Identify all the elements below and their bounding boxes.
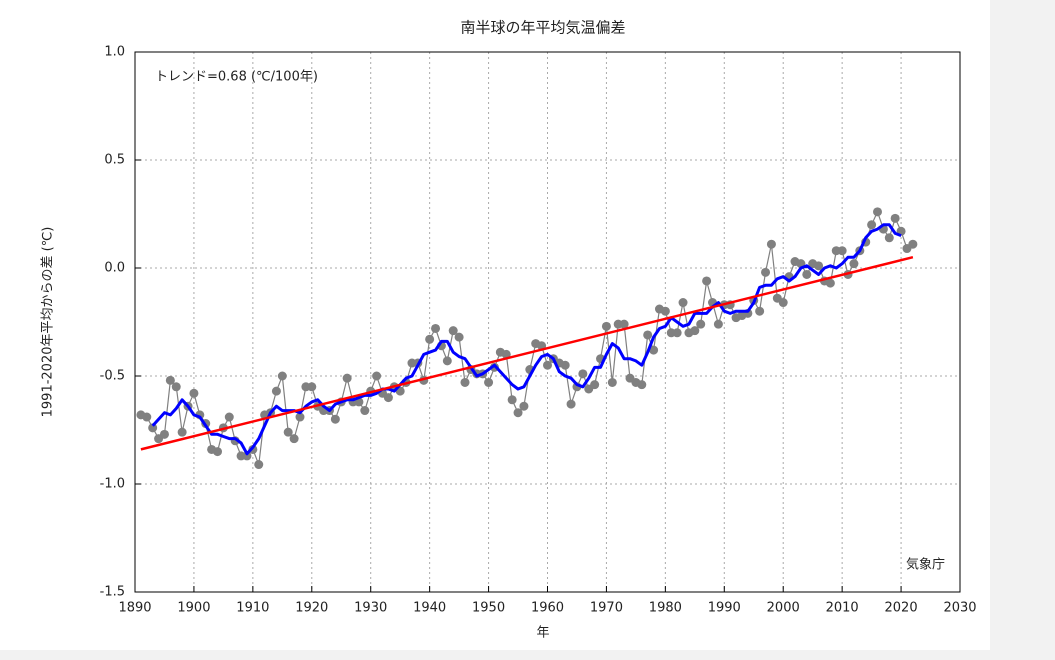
annual-point <box>142 412 152 422</box>
x-tick-label: 1920 <box>295 601 328 616</box>
annual-point <box>867 220 877 230</box>
annual-point <box>177 427 187 437</box>
annual-point <box>766 239 776 249</box>
annual-point <box>566 399 576 409</box>
x-tick-label: 1980 <box>649 601 682 616</box>
annual-point <box>442 356 452 366</box>
annual-point <box>448 326 458 336</box>
chart-title: 南半球の年平均気温偏差 <box>460 19 625 37</box>
x-tick-label: 1930 <box>354 601 387 616</box>
annual-point <box>189 388 199 398</box>
y-tick-label: -1.0 <box>100 477 125 492</box>
annual-point <box>873 207 882 217</box>
y-axis-label: 1991-2020年平均からの差 (℃) <box>41 227 56 418</box>
chart-background <box>0 0 990 650</box>
annual-point <box>713 319 723 329</box>
annual-point <box>690 326 700 336</box>
x-tick-label: 1940 <box>413 601 446 616</box>
running-mean-line <box>151 223 902 456</box>
annual-point <box>360 406 370 416</box>
annual-point <box>460 377 470 387</box>
annual-point <box>242 451 252 461</box>
annual-point <box>761 267 771 277</box>
annual-point <box>519 401 529 411</box>
annual-point <box>678 298 688 308</box>
annual-point <box>702 276 712 286</box>
x-tick-label: 1890 <box>118 601 151 616</box>
annual-point <box>601 321 611 331</box>
annual-point <box>330 414 340 424</box>
annual-point <box>372 371 382 381</box>
y-tick-label: 1.0 <box>104 45 125 60</box>
annual-point <box>171 382 181 392</box>
annual-point <box>513 408 523 418</box>
trend-line <box>140 255 914 451</box>
annual-point <box>507 395 517 405</box>
annual-point <box>637 380 647 390</box>
annual-point <box>908 239 918 249</box>
y-tick-label: 0.5 <box>104 153 125 168</box>
annual-point <box>884 233 894 243</box>
x-tick-label: 1960 <box>531 601 564 616</box>
annual-point <box>755 306 765 316</box>
x-tick-label: 1910 <box>236 601 269 616</box>
annual-point <box>271 386 281 396</box>
annual-point <box>289 434 299 444</box>
annual-point <box>649 345 659 355</box>
annual-point <box>696 319 706 329</box>
annual-point <box>159 429 169 439</box>
x-tick-label: 1990 <box>708 601 741 616</box>
annual-point <box>672 328 682 338</box>
annual-point <box>425 334 435 344</box>
plot-frame <box>134 51 961 593</box>
annual-point <box>778 298 788 308</box>
x-tick-label: 2000 <box>767 601 800 616</box>
x-tick-label: 2010 <box>826 601 859 616</box>
annual-point <box>607 377 617 387</box>
annual-point <box>543 360 552 370</box>
trend-annotation: トレンド=0.68 (℃/100年) <box>155 70 318 85</box>
annual-point <box>890 213 900 223</box>
annual-point <box>825 278 835 288</box>
annual-point <box>484 377 494 387</box>
y-tick-label: -1.5 <box>100 585 125 600</box>
annual-point <box>148 423 158 433</box>
x-axis-label: 年 <box>536 626 549 641</box>
x-tick-label: 1950 <box>472 601 505 616</box>
x-tick-label: 1970 <box>590 601 623 616</box>
annual-point <box>383 393 393 403</box>
annual-point <box>643 330 653 340</box>
annual-point <box>283 427 293 437</box>
x-tick-label: 2020 <box>885 601 918 616</box>
annual-point <box>254 460 264 470</box>
x-tick-label: 1900 <box>177 601 210 616</box>
annual-point <box>660 306 670 316</box>
annual-point <box>307 382 317 392</box>
annual-point <box>619 319 629 329</box>
annual-point <box>802 269 812 279</box>
annual-point <box>454 332 464 342</box>
annual-point <box>578 369 588 379</box>
annual-point <box>814 261 824 271</box>
annual-point <box>431 323 441 333</box>
annual-point <box>560 360 570 370</box>
annual-point <box>165 375 175 385</box>
source-label: 気象庁 <box>906 557 945 573</box>
annual-point <box>849 259 859 269</box>
annual-point <box>342 373 352 383</box>
x-tick-label: 2030 <box>943 601 976 616</box>
annual-point <box>837 246 847 256</box>
annual-point <box>277 371 287 381</box>
annual-point <box>590 380 600 390</box>
annual-point <box>224 412 234 422</box>
annual-point <box>213 447 222 457</box>
y-tick-label: -0.5 <box>100 369 125 384</box>
annual-point <box>295 412 305 422</box>
y-tick-label: 0.0 <box>104 261 125 276</box>
